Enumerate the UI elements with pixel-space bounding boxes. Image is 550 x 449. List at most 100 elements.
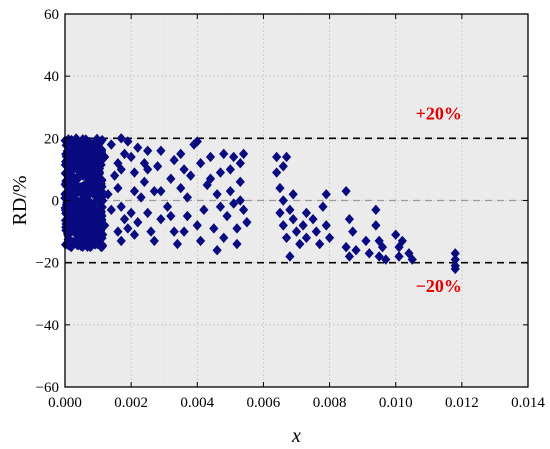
data-point — [205, 173, 216, 184]
data-point — [179, 164, 189, 175]
data-point — [83, 226, 94, 237]
y-tick-label: 60 — [44, 7, 59, 23]
data-point — [97, 134, 107, 146]
data-point — [235, 195, 245, 206]
data-point — [229, 151, 239, 163]
y-tick-label: 40 — [44, 69, 59, 85]
data-point — [172, 238, 183, 250]
y-tick-labels: −60 −40 −20 0 20 40 60 — [36, 7, 59, 396]
data-point — [113, 182, 123, 194]
data-points — [60, 133, 460, 275]
data-point — [96, 206, 106, 217]
y-axis-title: RD/% — [9, 176, 31, 226]
data-point — [133, 217, 143, 228]
data-point — [72, 235, 82, 246]
data-point — [324, 232, 335, 243]
x-tick-label: 0.002 — [114, 395, 148, 411]
data-point — [149, 235, 159, 247]
data-point — [82, 234, 92, 245]
data-point — [272, 167, 282, 178]
data-point — [374, 235, 384, 247]
data-point — [66, 176, 76, 188]
data-point — [74, 151, 84, 163]
data-point — [238, 204, 249, 216]
data-point — [371, 204, 381, 216]
data-point — [65, 222, 75, 233]
data-point — [301, 207, 312, 219]
data-point — [301, 232, 312, 243]
data-point — [67, 205, 78, 217]
data-point — [450, 254, 460, 265]
data-point — [162, 201, 173, 212]
data-point — [235, 158, 245, 169]
data-point — [70, 154, 80, 165]
data-point — [229, 198, 239, 209]
data-point — [87, 158, 97, 170]
data-point — [397, 235, 407, 247]
data-point — [123, 223, 133, 234]
data-point — [97, 174, 107, 186]
data-point — [91, 222, 102, 233]
data-point — [64, 240, 74, 251]
data-point — [205, 151, 216, 163]
data-point — [92, 238, 102, 249]
data-point — [219, 148, 229, 160]
data-point — [278, 161, 288, 172]
annotation-label: +20% — [416, 103, 462, 123]
data-point — [116, 235, 126, 247]
data-point — [215, 167, 226, 178]
data-point — [295, 238, 305, 250]
data-point — [106, 139, 116, 150]
data-point — [176, 182, 186, 194]
data-point — [192, 220, 202, 231]
data-point — [78, 240, 88, 252]
data-point — [215, 201, 226, 212]
data-point — [341, 185, 351, 197]
data-point — [126, 207, 136, 219]
y-tick-label: 20 — [44, 131, 59, 147]
data-point — [377, 241, 388, 253]
data-point — [95, 158, 106, 170]
data-point — [186, 170, 196, 181]
data-point — [95, 137, 105, 149]
data-point — [61, 140, 71, 151]
data-point — [182, 192, 192, 203]
data-point — [129, 167, 140, 178]
data-point — [212, 189, 222, 200]
data-point — [166, 173, 176, 184]
data-point — [85, 241, 95, 252]
data-point — [97, 201, 107, 213]
data-point — [275, 182, 285, 194]
data-point — [143, 164, 153, 175]
data-point — [113, 226, 123, 237]
annotation-label: −20% — [416, 276, 462, 296]
y-tick-label: −20 — [36, 256, 59, 272]
x-axis-title: x — [291, 425, 301, 447]
data-point — [92, 211, 102, 222]
data-point — [291, 226, 302, 237]
data-point — [129, 229, 140, 240]
data-point — [278, 195, 288, 206]
data-point — [100, 220, 110, 231]
data-point — [281, 151, 292, 163]
data-point — [139, 176, 149, 188]
data-point — [65, 185, 76, 196]
data-point — [78, 170, 88, 181]
data-point — [351, 245, 361, 256]
data-point — [93, 227, 104, 239]
data-point — [278, 220, 288, 231]
x-tick-labels: 0.000 0.002 0.004 0.006 0.008 0.010 0.012 0.014 — [48, 395, 545, 411]
data-point — [450, 263, 460, 275]
data-point — [321, 189, 331, 200]
data-point — [116, 164, 126, 175]
data-point — [344, 251, 355, 262]
data-point — [77, 216, 88, 228]
axis-ticks — [64, 13, 529, 388]
data-point — [371, 220, 381, 231]
data-point — [136, 192, 146, 203]
data-point — [119, 213, 130, 225]
data-point — [374, 251, 384, 262]
data-point — [364, 248, 374, 259]
data-point — [100, 151, 110, 163]
